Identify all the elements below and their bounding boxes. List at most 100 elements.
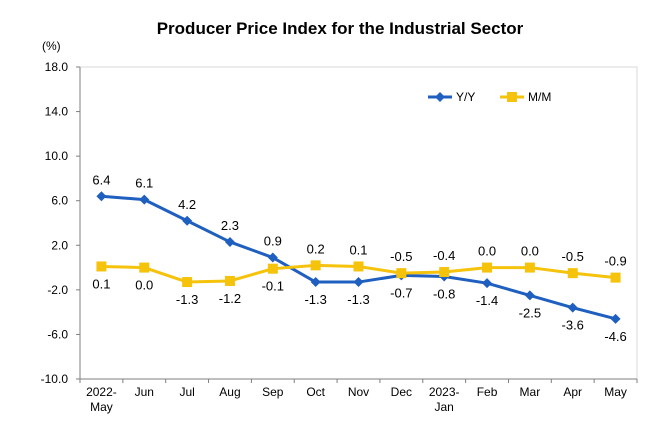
data-label: 6.4 — [92, 172, 110, 187]
data-point-marker — [96, 261, 107, 272]
x-tick-label-line: Jul — [179, 385, 194, 399]
data-point-marker — [482, 278, 493, 289]
legend-marker — [507, 92, 517, 102]
data-point-marker — [524, 262, 535, 273]
data-point-marker — [567, 302, 578, 313]
y-axis-unit-label: (%) — [42, 39, 61, 53]
data-label: -0.7 — [390, 285, 412, 300]
data-point-marker — [310, 260, 321, 271]
data-point-marker — [139, 194, 150, 205]
series-layer: 6.4 6.1 4.2 2.3 0.9 -1.3 -1.3 -0.7 -0.8 -1.4 -2.5 -… — [92, 172, 626, 344]
data-label: -1.3 — [176, 292, 198, 307]
x-tick-label: May — [604, 385, 627, 399]
data-point-marker — [139, 262, 150, 273]
x-tick-label-line: Dec — [391, 385, 412, 399]
x-tick-label: Sep — [262, 385, 284, 399]
data-label: 4.2 — [178, 197, 196, 212]
data-point-marker — [353, 277, 364, 288]
x-tick-label-line: Oct — [306, 385, 325, 399]
series-mm — [96, 260, 621, 288]
data-label: -1.4 — [476, 293, 498, 308]
data-point-marker — [224, 236, 235, 247]
legend-item: Y/Y — [428, 90, 475, 104]
x-tick-label: Nov — [348, 385, 369, 399]
data-point-marker — [310, 277, 321, 288]
x-tick-label-line: May — [90, 400, 113, 414]
x-tick-label-line: 2022- — [86, 385, 117, 399]
x-tick-label-line: Jun — [135, 385, 154, 399]
data-point-marker — [353, 261, 364, 272]
x-tick-label-line: Mar — [520, 385, 541, 399]
data-label: -1.2 — [219, 291, 241, 306]
x-tick-label: Oct — [306, 385, 325, 399]
data-label: -0.5 — [390, 249, 412, 264]
data-label: 0.0 — [521, 244, 539, 259]
x-tick-label-line: Feb — [477, 385, 498, 399]
x-tick-label-line: 2023- — [429, 385, 460, 399]
data-label: 2.3 — [221, 218, 239, 233]
data-point-marker — [524, 290, 535, 301]
data-point-marker — [396, 268, 407, 279]
x-tick-label: Jun — [135, 385, 154, 399]
data-point-marker — [96, 191, 107, 202]
legend-label: M/M — [528, 90, 551, 104]
y-tick-label: 2.0 — [51, 238, 68, 252]
y-tick-label: 10.0 — [45, 149, 69, 163]
x-tick-label-line: Nov — [348, 385, 369, 399]
x-tick-label: Dec — [391, 385, 412, 399]
data-point-marker — [267, 252, 278, 263]
plot-area-frame — [79, 66, 638, 380]
data-label: 0.1 — [349, 242, 367, 257]
x-tick-label: Jul — [179, 385, 194, 399]
data-label: -0.8 — [433, 286, 455, 301]
data-point-marker — [610, 313, 621, 324]
data-point-marker — [182, 277, 193, 288]
y-tick-label: -10.0 — [41, 372, 69, 386]
legend-item: M/M — [500, 90, 551, 104]
data-label: 0.9 — [264, 234, 282, 249]
data-label: 0.1 — [92, 276, 110, 291]
data-label: -1.3 — [304, 292, 326, 307]
x-tick-label-line: Apr — [563, 385, 582, 399]
data-label: -0.1 — [262, 279, 284, 294]
data-label: 0.0 — [135, 278, 153, 293]
data-point-marker — [610, 272, 621, 283]
x-tick-label: Apr — [563, 385, 582, 399]
data-label: -1.3 — [347, 292, 369, 307]
y-tick-label: -6.0 — [47, 327, 68, 341]
data-label: 6.1 — [135, 176, 153, 191]
legend: Y/Y M/M — [428, 90, 551, 104]
data-label: -2.5 — [519, 305, 541, 320]
x-tick-label: 2022-May — [86, 385, 117, 414]
y-tick-label: 14.0 — [45, 105, 69, 119]
data-point-marker — [267, 263, 278, 274]
data-label: -0.4 — [433, 248, 455, 263]
data-label: 0.0 — [478, 244, 496, 259]
data-label: -4.6 — [604, 329, 626, 344]
data-point-marker — [224, 275, 235, 286]
data-label: -0.5 — [562, 249, 584, 264]
x-tick-label: Feb — [477, 385, 498, 399]
legend-marker — [435, 92, 445, 102]
data-point-marker — [439, 267, 450, 278]
x-tick-label: Mar — [520, 385, 541, 399]
data-point-marker — [182, 215, 193, 226]
y-tick-label: -2.0 — [47, 283, 68, 297]
data-point-marker — [567, 268, 578, 279]
x-tick-label: Aug — [219, 385, 240, 399]
x-tick-label-line: Jan — [435, 400, 454, 414]
data-point-marker — [482, 262, 493, 273]
x-tick-label-line: Sep — [262, 385, 284, 399]
x-tick-label-line: May — [604, 385, 627, 399]
chart-title: Producer Price Index for the Industrial … — [157, 19, 524, 38]
data-label: 0.2 — [307, 241, 325, 256]
legend-label: Y/Y — [456, 90, 475, 104]
y-tick-label: 18.0 — [45, 60, 69, 74]
y-axis-ticks: 18.0 14.0 10.0 6.0 2.0 -2.0 -6.0 -10.0 — [41, 60, 80, 386]
data-label: -0.9 — [604, 254, 626, 269]
data-label: -3.6 — [562, 318, 584, 333]
y-tick-label: 6.0 — [51, 194, 68, 208]
